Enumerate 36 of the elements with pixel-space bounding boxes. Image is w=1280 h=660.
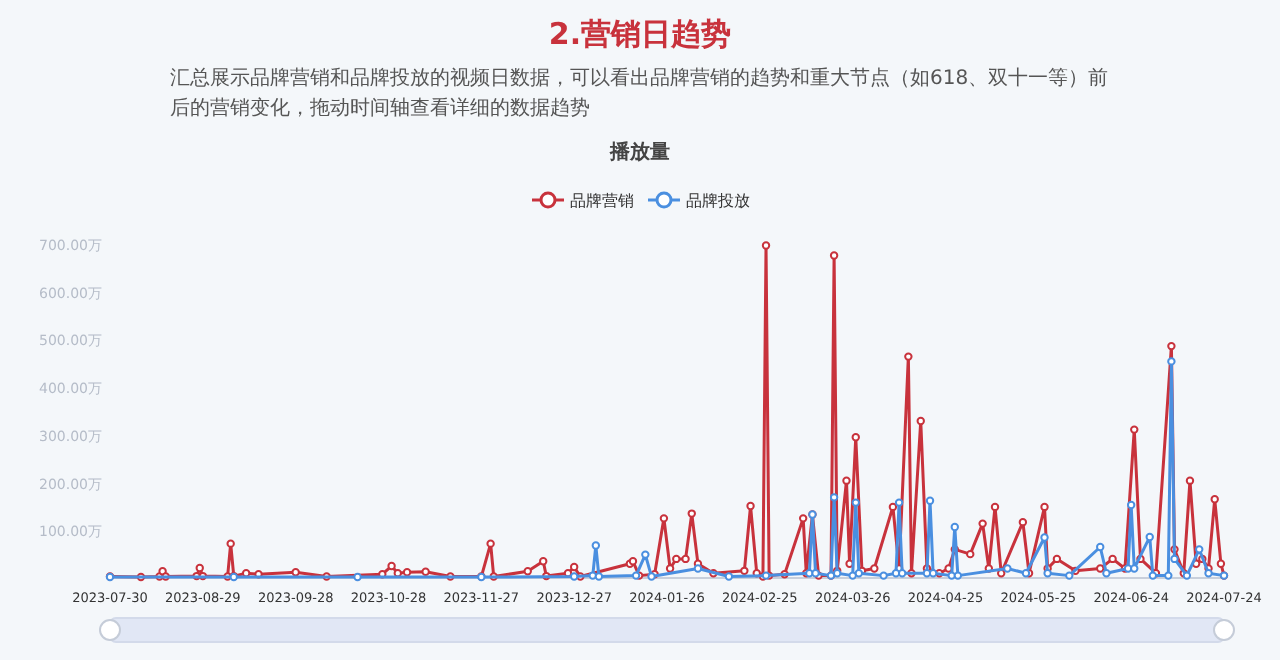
point: [894, 498, 904, 507]
point: [1145, 532, 1154, 542]
point: [1065, 571, 1074, 580]
point: [1040, 533, 1049, 542]
legend-label: 品牌投放: [686, 192, 750, 210]
point: [879, 571, 888, 580]
point: [1126, 500, 1136, 510]
point: [1003, 564, 1012, 573]
chart-title: 2.营销日趋势: [548, 16, 732, 52]
chart-subtitle: 汇总展示品牌营销和品牌投放的视频日数据，可以看出品牌营销的趋势和重大节点（如618、双十一等）前后的营销变化，拖动时间轴查看详细的数据趋势: [170, 66, 1109, 120]
point: [641, 550, 650, 559]
point: [848, 571, 857, 580]
point: [1204, 569, 1213, 578]
point: [851, 498, 860, 507]
point: [1170, 554, 1179, 564]
point: [353, 572, 362, 582]
point: [1167, 357, 1176, 366]
point: [925, 496, 935, 505]
point: [1102, 569, 1111, 578]
point: [569, 572, 579, 581]
point: [1195, 545, 1204, 554]
point: [591, 541, 601, 550]
point: [1164, 571, 1173, 580]
point: [724, 572, 734, 581]
point: [1096, 542, 1105, 552]
legend-label: 品牌营销: [570, 192, 634, 210]
point: [950, 522, 959, 532]
point: [693, 564, 703, 573]
point: [953, 571, 963, 580]
point: [1043, 569, 1052, 578]
point: [1130, 564, 1139, 573]
point: [928, 569, 938, 578]
point: [594, 572, 604, 581]
point: [897, 569, 907, 578]
text: 播放量: [608, 140, 670, 164]
point: [829, 493, 839, 502]
